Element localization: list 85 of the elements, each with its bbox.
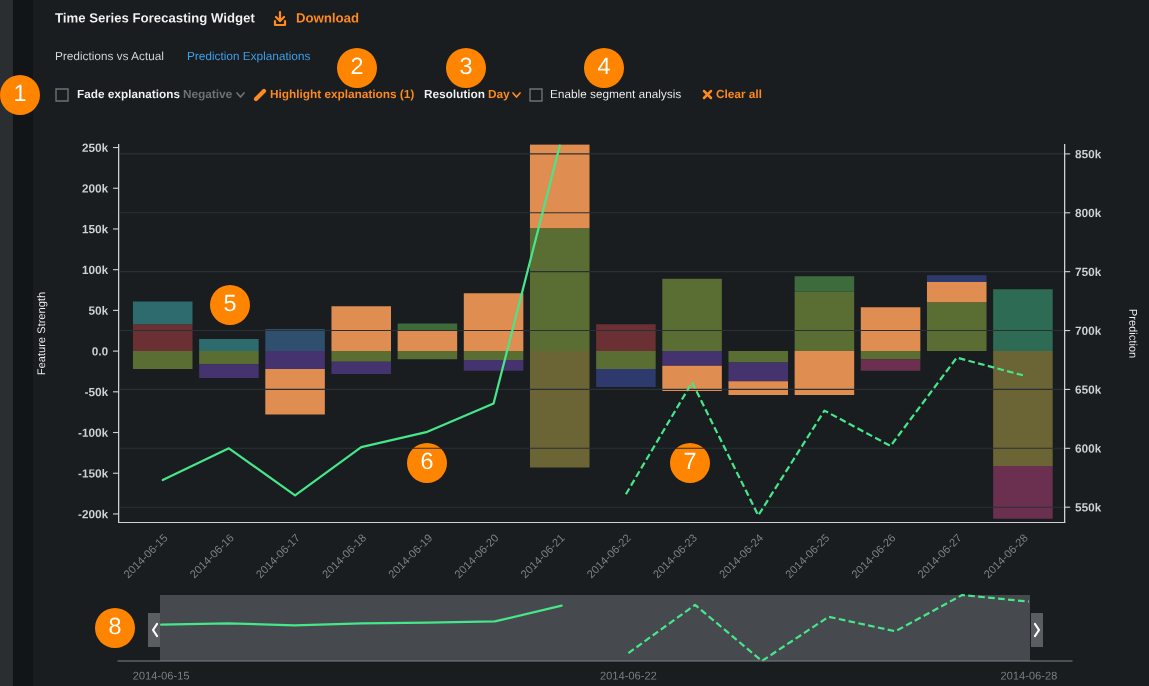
bar	[265, 351, 325, 370]
annotation: 8	[109, 617, 121, 635]
y-tick-label: -100k	[78, 428, 109, 437]
bar	[926, 302, 987, 352]
bar	[728, 351, 789, 363]
bar	[662, 351, 722, 366]
y-tick-label: -50k	[85, 387, 109, 397]
y-axis-title: Feature Strength	[37, 292, 48, 375]
y-tick-label: 0.0	[92, 347, 108, 356]
text: 1	[15, 84, 26, 102]
text: Enable segment analysis	[550, 89, 681, 101]
text: Negative	[183, 89, 232, 101]
text: 2	[351, 57, 363, 75]
bar	[331, 306, 392, 352]
annotation: 6	[421, 452, 433, 470]
bar	[397, 351, 458, 360]
text: Fade explanations	[77, 89, 180, 101]
bar	[199, 338, 259, 352]
text: Day	[488, 89, 510, 101]
bar	[132, 324, 193, 352]
y2-tick-label: 850k	[1075, 149, 1102, 159]
chart-title: Time Series Forecasting Widget	[55, 12, 255, 26]
bar	[926, 281, 987, 303]
bar	[132, 351, 193, 370]
bar	[596, 324, 656, 352]
bar	[860, 307, 921, 352]
bar	[132, 301, 193, 325]
text: Highlight explanations (1)	[270, 89, 414, 101]
bar	[331, 351, 392, 362]
bar	[662, 365, 722, 391]
bar	[265, 369, 325, 415]
bar	[596, 351, 656, 370]
y2-tick-label: 800k	[1075, 208, 1102, 218]
bar	[926, 275, 987, 282]
bar	[397, 323, 458, 331]
y-tick-label: 100k	[82, 265, 109, 275]
bar	[463, 351, 524, 361]
bar	[993, 289, 1053, 352]
bar	[199, 364, 259, 378]
y2-tick-label: 650k	[1075, 385, 1102, 394]
bar	[794, 276, 855, 292]
text: 3	[460, 57, 472, 75]
y2-tick-label: 550k	[1075, 502, 1102, 512]
y2-tick-label: 700k	[1075, 326, 1102, 335]
y2-tick-label: 600k	[1075, 444, 1102, 453]
bar	[331, 361, 392, 374]
y-tick-label: 50k	[88, 306, 109, 315]
y-tick-label: -200k	[78, 509, 109, 519]
bar	[529, 228, 590, 352]
text: Clear all	[716, 89, 762, 99]
y-tick-label: 250k	[82, 143, 109, 152]
text: Resolution	[424, 89, 485, 99]
bar	[728, 381, 789, 396]
y-tick-label: 200k	[82, 183, 109, 193]
x-tick-label: 2014-06-22	[600, 671, 657, 680]
annotation: 7	[684, 452, 696, 470]
bar	[529, 351, 590, 468]
bar	[860, 351, 921, 360]
bar	[463, 360, 524, 371]
bar	[794, 291, 855, 352]
bar	[397, 330, 458, 352]
bar	[728, 362, 789, 382]
bar	[199, 351, 259, 365]
annotation: 5	[224, 294, 236, 312]
bar	[529, 144, 590, 229]
y2-axis-title: Prediction	[1129, 309, 1138, 358]
x-tick-label: 2014-06-15	[133, 671, 190, 680]
bar	[662, 278, 722, 352]
line-series	[161, 144, 561, 497]
text: Download	[296, 12, 359, 23]
text: Prediction Explanations	[187, 51, 310, 63]
y-tick-label: -150k	[78, 468, 109, 478]
bar	[265, 329, 325, 352]
text: Predictions vs Actual	[55, 51, 164, 61]
bar	[463, 293, 524, 352]
line-series	[624, 356, 1025, 517]
y2-tick-label: 750k	[1075, 267, 1102, 277]
x-tick-label: 2014-06-28	[1001, 671, 1057, 680]
bar	[860, 359, 921, 371]
bar	[794, 351, 855, 396]
bar	[993, 465, 1053, 519]
text: 4	[597, 57, 610, 75]
bar	[596, 369, 656, 387]
bar	[993, 351, 1053, 466]
y-tick-label: 150k	[82, 224, 109, 234]
